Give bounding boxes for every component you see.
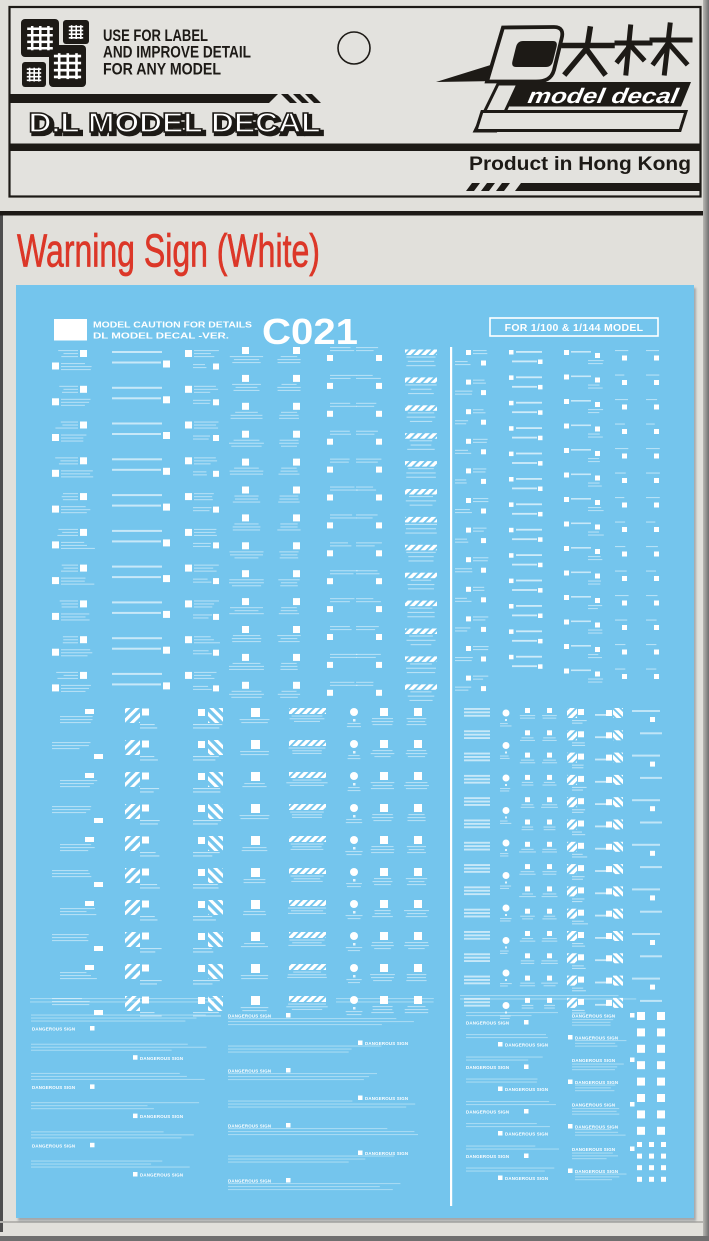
svg-text:DANGEROUS SIGN: DANGEROUS SIGN — [140, 1173, 183, 1178]
svg-text:FOR ANY MODEL: FOR ANY MODEL — [103, 61, 221, 79]
svg-text:DANGEROUS SIGN: DANGEROUS SIGN — [505, 1176, 548, 1181]
svg-text:DANGEROUS SIGN: DANGEROUS SIGN — [466, 1065, 509, 1070]
svg-text:DANGEROUS SIGN: DANGEROUS SIGN — [572, 1058, 615, 1063]
svg-text:DANGEROUS SIGN: DANGEROUS SIGN — [466, 1021, 509, 1026]
svg-text:AND IMPROVE DETAIL: AND IMPROVE DETAIL — [103, 44, 251, 62]
svg-text:D.L MODEL DECAL: D.L MODEL DECAL — [31, 110, 323, 141]
svg-text:C021: C021 — [262, 311, 358, 352]
svg-text:MODEL CAUTION FOR DETAILS: MODEL CAUTION FOR DETAILS — [93, 320, 252, 330]
svg-text:Product in Hong Kong: Product in Hong Kong — [469, 154, 691, 175]
svg-text:DANGEROUS SIGN: DANGEROUS SIGN — [575, 1169, 618, 1174]
svg-text:DANGEROUS SIGN: DANGEROUS SIGN — [575, 1036, 618, 1041]
svg-text:DANGEROUS SIGN: DANGEROUS SIGN — [572, 1014, 615, 1019]
svg-text:FOR 1/100 & 1/144 MODEL: FOR 1/100 & 1/144 MODEL — [505, 322, 644, 334]
svg-text:DANGEROUS SIGN: DANGEROUS SIGN — [505, 1087, 548, 1092]
svg-text:DL MODEL DECAL -VER.: DL MODEL DECAL -VER. — [93, 331, 229, 341]
svg-text:D.L MODEL DECAL: D.L MODEL DECAL — [29, 107, 321, 138]
svg-text:DANGEROUS SIGN: DANGEROUS SIGN — [140, 1056, 183, 1061]
svg-text:DANGEROUS SIGN: DANGEROUS SIGN — [365, 1151, 408, 1156]
svg-text:DANGEROUS SIGN: DANGEROUS SIGN — [466, 1110, 509, 1115]
svg-text:USE FOR LABEL: USE FOR LABEL — [103, 27, 208, 45]
svg-text:DANGEROUS SIGN: DANGEROUS SIGN — [32, 1027, 75, 1032]
svg-text:DANGEROUS SIGN: DANGEROUS SIGN — [466, 1154, 509, 1159]
svg-text:DANGEROUS SIGN: DANGEROUS SIGN — [32, 1143, 75, 1148]
svg-text:DANGEROUS SIGN: DANGEROUS SIGN — [228, 1069, 271, 1074]
svg-text:DANGEROUS SIGN: DANGEROUS SIGN — [365, 1096, 408, 1101]
svg-text:DANGEROUS SIGN: DANGEROUS SIGN — [228, 1014, 271, 1019]
svg-text:DANGEROUS SIGN: DANGEROUS SIGN — [505, 1043, 548, 1048]
svg-text:DANGEROUS SIGN: DANGEROUS SIGN — [365, 1041, 408, 1046]
svg-text:DANGEROUS SIGN: DANGEROUS SIGN — [140, 1114, 183, 1119]
svg-text:DANGEROUS SIGN: DANGEROUS SIGN — [505, 1132, 548, 1137]
svg-text:DANGEROUS SIGN: DANGEROUS SIGN — [32, 1085, 75, 1090]
svg-text:DANGEROUS SIGN: DANGEROUS SIGN — [575, 1125, 618, 1130]
svg-text:DANGEROUS SIGN: DANGEROUS SIGN — [575, 1080, 618, 1085]
svg-text:DANGEROUS SIGN: DANGEROUS SIGN — [572, 1103, 615, 1108]
svg-text:DANGEROUS SIGN: DANGEROUS SIGN — [228, 1179, 271, 1184]
svg-text:DANGEROUS SIGN: DANGEROUS SIGN — [228, 1124, 271, 1129]
svg-text:model decal: model decal — [526, 85, 681, 108]
svg-text:DANGEROUS SIGN: DANGEROUS SIGN — [572, 1147, 615, 1152]
